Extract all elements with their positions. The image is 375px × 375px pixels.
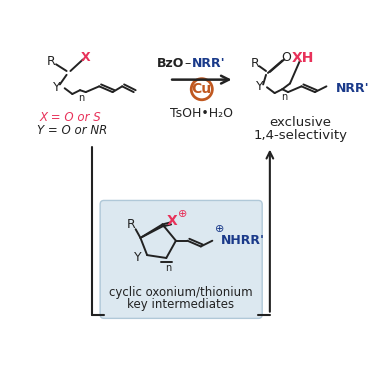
Text: Y: Y — [53, 81, 61, 94]
Text: R: R — [47, 55, 56, 68]
Text: n: n — [165, 262, 171, 273]
Text: cyclic oxonium/thionium: cyclic oxonium/thionium — [109, 286, 252, 299]
Text: XH: XH — [291, 51, 314, 64]
Text: –: – — [184, 57, 191, 70]
Text: ⊕: ⊕ — [215, 224, 225, 234]
Text: X: X — [166, 214, 177, 228]
Text: BzO: BzO — [157, 57, 184, 70]
FancyBboxPatch shape — [100, 201, 262, 318]
Text: exclusive: exclusive — [270, 116, 332, 129]
Text: Y = O or NR: Y = O or NR — [37, 124, 108, 137]
Text: R: R — [251, 57, 260, 70]
Text: Y: Y — [256, 80, 264, 93]
Text: NHRR': NHRR' — [221, 234, 265, 247]
Text: X = O or S: X = O or S — [39, 111, 101, 125]
Text: n: n — [281, 92, 287, 102]
Text: NRR': NRR' — [192, 57, 226, 70]
Text: Y: Y — [134, 252, 141, 264]
Text: X: X — [81, 51, 91, 64]
Text: ⊕: ⊕ — [178, 209, 187, 219]
Text: TsOH•H₂O: TsOH•H₂O — [170, 107, 233, 120]
Text: n: n — [78, 93, 84, 103]
Text: R: R — [126, 218, 135, 231]
Text: Cu: Cu — [192, 82, 212, 96]
Text: O: O — [281, 51, 291, 64]
Text: 1,4-selectivity: 1,4-selectivity — [254, 129, 348, 142]
Text: NRR': NRR' — [336, 82, 370, 95]
Text: key intermediates: key intermediates — [127, 298, 234, 312]
